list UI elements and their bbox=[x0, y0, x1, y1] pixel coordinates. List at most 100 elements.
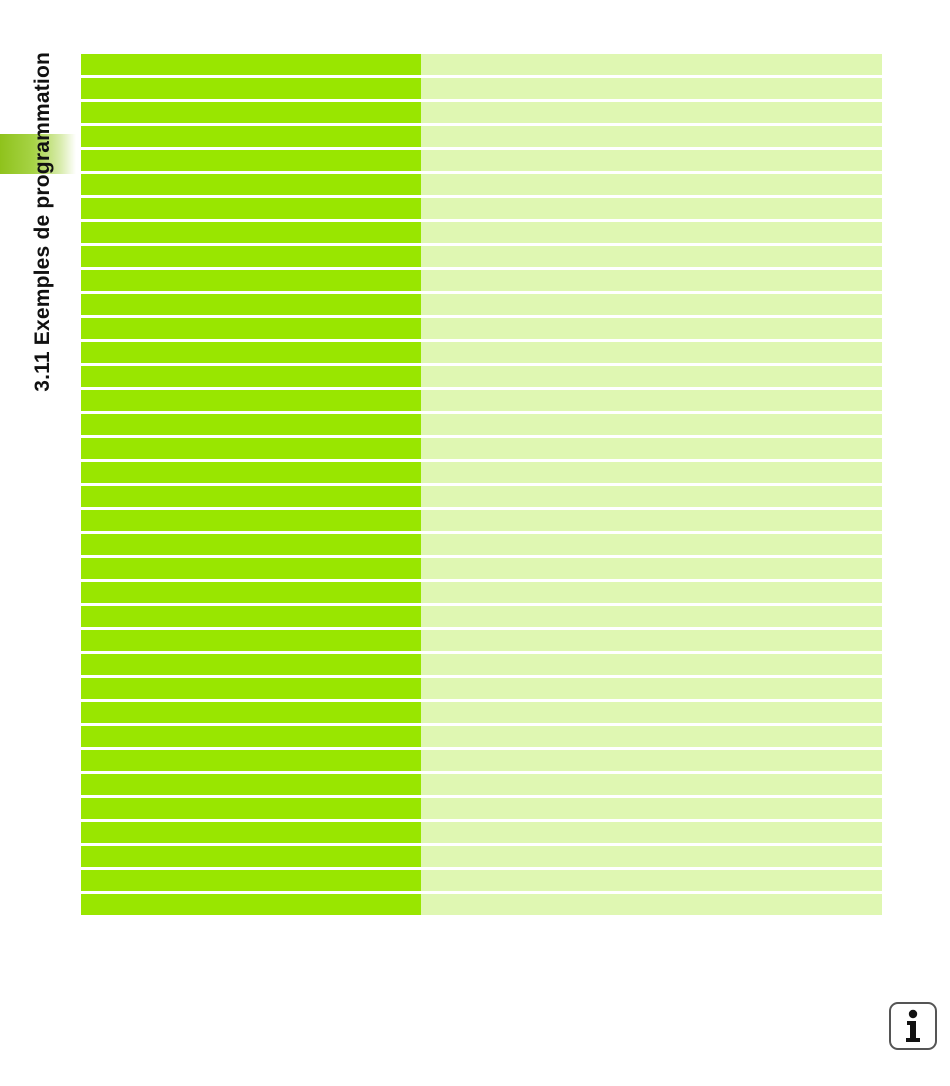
section-title: 3.11 Exemples de programmation bbox=[31, 52, 54, 392]
table-cell-right bbox=[421, 246, 882, 267]
table-row bbox=[81, 222, 882, 243]
table-row bbox=[81, 822, 882, 843]
table-cell-right bbox=[421, 126, 882, 147]
table-cell-left bbox=[81, 150, 421, 171]
table-cell-left bbox=[81, 438, 421, 459]
table-row bbox=[81, 678, 882, 699]
table-cell-right bbox=[421, 78, 882, 99]
table-cell-right bbox=[421, 486, 882, 507]
table-row bbox=[81, 702, 882, 723]
table-row bbox=[81, 510, 882, 531]
table-cell-left bbox=[81, 414, 421, 435]
table-cell-right bbox=[421, 270, 882, 291]
table-row bbox=[81, 390, 882, 411]
table-row bbox=[81, 318, 882, 339]
table-cell-right bbox=[421, 798, 882, 819]
table-row bbox=[81, 102, 882, 123]
table-cell-right bbox=[421, 702, 882, 723]
table-cell-left bbox=[81, 174, 421, 195]
table-row bbox=[81, 606, 882, 627]
table-row bbox=[81, 438, 882, 459]
section-title-container: 3.11 Exemples de programmation bbox=[28, 52, 58, 462]
table-cell-left bbox=[81, 582, 421, 603]
table-cell-left bbox=[81, 78, 421, 99]
table-cell-left bbox=[81, 894, 421, 915]
table-row bbox=[81, 846, 882, 867]
table-cell-left bbox=[81, 366, 421, 387]
table-row bbox=[81, 774, 882, 795]
table-cell-left bbox=[81, 558, 421, 579]
table-cell-left bbox=[81, 510, 421, 531]
table-row bbox=[81, 246, 882, 267]
table-cell-right bbox=[421, 654, 882, 675]
table-cell-left bbox=[81, 462, 421, 483]
table-cell-right bbox=[421, 606, 882, 627]
table-cell-left bbox=[81, 774, 421, 795]
table-cell-left bbox=[81, 654, 421, 675]
table-row bbox=[81, 654, 882, 675]
table-cell-right bbox=[421, 150, 882, 171]
table-cell-left bbox=[81, 678, 421, 699]
table-cell-left bbox=[81, 222, 421, 243]
section-tab-marker bbox=[0, 134, 76, 174]
table-cell-left bbox=[81, 126, 421, 147]
table-row bbox=[81, 750, 882, 771]
table-row bbox=[81, 126, 882, 147]
table-cell-right bbox=[421, 558, 882, 579]
table-cell-right bbox=[421, 462, 882, 483]
table-row bbox=[81, 150, 882, 171]
table-row bbox=[81, 630, 882, 651]
table-cell-right bbox=[421, 102, 882, 123]
table-row bbox=[81, 870, 882, 891]
table-cell-right bbox=[421, 54, 882, 75]
table-row bbox=[81, 558, 882, 579]
table-row bbox=[81, 582, 882, 603]
table-row bbox=[81, 726, 882, 747]
table-cell-left bbox=[81, 390, 421, 411]
table-cell-right bbox=[421, 534, 882, 555]
table-cell-left bbox=[81, 750, 421, 771]
table-row bbox=[81, 798, 882, 819]
table-row bbox=[81, 366, 882, 387]
table-row bbox=[81, 414, 882, 435]
table-cell-left bbox=[81, 294, 421, 315]
table-row bbox=[81, 198, 882, 219]
table-cell-left bbox=[81, 270, 421, 291]
table-cell-right bbox=[421, 822, 882, 843]
table-cell-left bbox=[81, 318, 421, 339]
table-row bbox=[81, 174, 882, 195]
table-cell-right bbox=[421, 222, 882, 243]
table-cell-left bbox=[81, 198, 421, 219]
table-row bbox=[81, 54, 882, 75]
table-cell-left bbox=[81, 534, 421, 555]
table-cell-left bbox=[81, 54, 421, 75]
table-cell-left bbox=[81, 486, 421, 507]
program-table bbox=[81, 54, 882, 915]
table-cell-right bbox=[421, 294, 882, 315]
table-row bbox=[81, 78, 882, 99]
table-row bbox=[81, 894, 882, 915]
info-button[interactable] bbox=[889, 1002, 937, 1050]
table-cell-left bbox=[81, 822, 421, 843]
table-cell-left bbox=[81, 702, 421, 723]
table-cell-right bbox=[421, 870, 882, 891]
table-row bbox=[81, 486, 882, 507]
table-cell-right bbox=[421, 510, 882, 531]
table-cell-right bbox=[421, 846, 882, 867]
table-cell-left bbox=[81, 798, 421, 819]
table-cell-right bbox=[421, 678, 882, 699]
table-cell-left bbox=[81, 246, 421, 267]
table-cell-right bbox=[421, 414, 882, 435]
table-cell-right bbox=[421, 894, 882, 915]
info-icon bbox=[906, 1009, 920, 1042]
table-cell-left bbox=[81, 846, 421, 867]
table-cell-left bbox=[81, 870, 421, 891]
table-cell-right bbox=[421, 774, 882, 795]
table-cell-left bbox=[81, 342, 421, 363]
table-cell-right bbox=[421, 318, 882, 339]
table-cell-left bbox=[81, 606, 421, 627]
table-cell-right bbox=[421, 582, 882, 603]
table-cell-left bbox=[81, 726, 421, 747]
table-cell-right bbox=[421, 366, 882, 387]
table-cell-right bbox=[421, 750, 882, 771]
